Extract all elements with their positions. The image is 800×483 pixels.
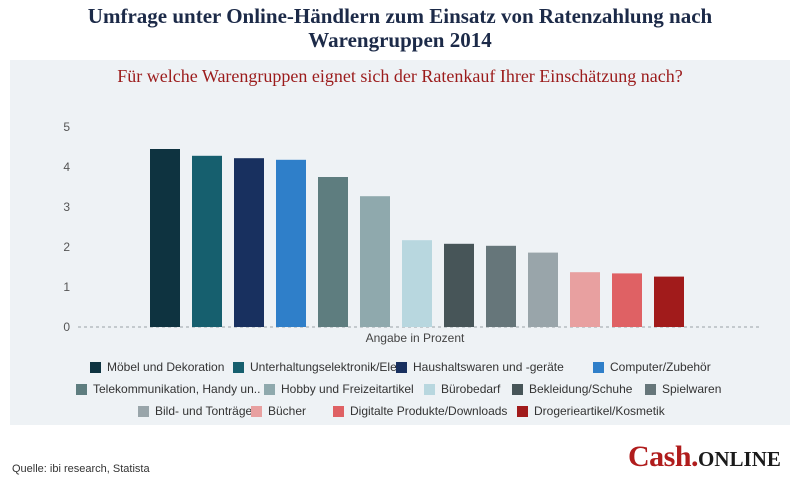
legend-item: Drogerieartikel/Kosmetik [517,404,665,418]
legend-swatch [138,405,149,417]
bar-3 [234,158,264,327]
legend-item: Bücher [251,404,306,418]
legend-item: Spielwaren [645,382,721,396]
chart-title-line-1: Umfrage unter Online-Händlern zum Einsat… [87,4,713,28]
legend-item: Telekommunikation, Handy un.. [76,382,260,396]
y-tick-label: 0 [63,320,70,334]
legend-swatch [264,383,275,395]
y-tick-label: 5 [63,120,70,134]
brand-logo-part-2: ONLINE [698,447,781,471]
legend-swatch [233,361,244,373]
bar-7 [402,240,432,327]
legend-swatch [76,383,87,395]
bar-1 [150,149,180,327]
bar-8 [444,243,474,327]
legend-label: Hobby und Freizeitartikel [281,382,414,396]
legend-label: Digitalte Produkte/Downloads [350,404,508,418]
brand-logo: Cash.ONLINE [628,440,781,474]
legend-label: Haushaltswaren und -geräte [413,360,564,374]
bar-12 [612,273,642,327]
legend-item: Bild- und Tonträger [138,404,256,418]
legend-label: Bürobedarf [441,382,501,396]
y-tick-label: 1 [63,280,70,294]
legend-label: Drogerieartikel/Kosmetik [534,404,665,418]
legend-swatch [333,405,344,417]
y-tick-label: 3 [63,200,70,214]
legend-item: Digitalte Produkte/Downloads [333,404,507,418]
chart-title: Umfrage unter Online-Händlern zum Einsat… [0,4,800,52]
legend-swatch [90,361,101,373]
x-axis-label: Angabe in Prozent [366,331,465,345]
legend-item: Unterhaltungselektronik/Ele.. [233,360,403,374]
chart-subtitle: Für welche Warengruppen eignet sich der … [117,66,683,86]
y-tick-label: 2 [63,240,70,254]
legend-item: Bekleidung/Schuhe [512,382,632,396]
bar-2 [192,155,222,327]
y-tick-label: 4 [63,160,70,174]
legend-label: Möbel und Dekoration [107,360,225,374]
bar-11 [570,272,600,327]
legend-swatch [517,405,528,417]
legend-swatch [396,361,407,373]
source-note: Quelle: ibi research, Statista [12,463,150,475]
bar-5 [318,177,348,327]
bar-13 [654,276,684,327]
chart-title-line-2: Warengruppen 2014 [308,28,492,52]
legend-item: Hobby und Freizeitartikel [264,382,414,396]
legend-label: Computer/Zubehör [610,360,711,374]
bar-4 [276,159,306,327]
legend-swatch [593,361,604,373]
bar-9 [486,245,516,327]
legend-item: Haushaltswaren und -geräte [396,360,564,374]
legend-swatch [512,383,523,395]
legend-label: Spielwaren [662,382,722,396]
brand-logo-part-1: Cash. [628,440,699,473]
legend-item: Computer/Zubehör [593,360,711,374]
bar-10 [528,252,558,327]
legend-label: Bekleidung/Schuhe [529,382,633,396]
bar-6 [360,196,390,327]
legend-swatch [251,405,262,417]
legend-label: Bücher [268,404,307,418]
legend-item: Möbel und Dekoration [90,360,224,374]
legend-label: Telekommunikation, Handy un.. [93,382,261,396]
legend-swatch [645,383,656,395]
legend-label: Unterhaltungselektronik/Ele.. [250,360,404,374]
legend-label: Bild- und Tonträger [155,404,257,418]
legend-item: Bürobedarf [424,382,500,396]
legend-swatch [424,383,435,395]
